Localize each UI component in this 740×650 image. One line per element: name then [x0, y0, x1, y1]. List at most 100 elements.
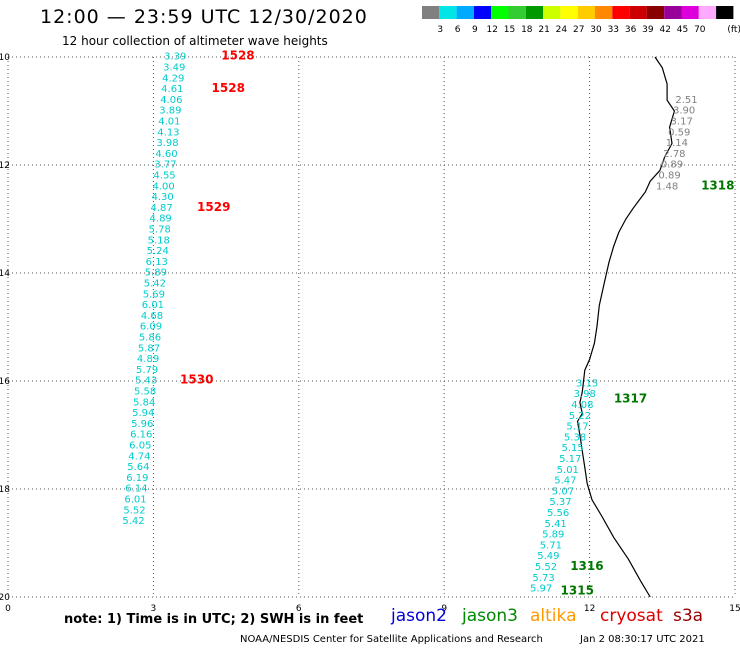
legend-tick-label: 42: [659, 25, 670, 35]
swh-value-label: 3.17: [671, 117, 693, 128]
swh-value-label: 1.48: [656, 181, 678, 192]
satellite-altika: altika: [530, 606, 577, 626]
swh-value-label: 5.58: [134, 387, 156, 398]
y-tick-label: -20: [0, 593, 10, 603]
swh-value-label: 4.30: [151, 192, 173, 203]
legend-tick-label: 27: [573, 25, 584, 35]
legend-tick-label: 12: [486, 25, 497, 35]
swh-value-label: 5.01: [557, 465, 579, 476]
x-tick-label: 6: [296, 604, 302, 614]
map-title: 12:00 — 23:59 UTC 12/30/2020: [40, 6, 368, 28]
legend-tick-label: 36: [625, 25, 637, 35]
legend-tick-label: 15: [504, 25, 515, 35]
swh-value-label: 6.14: [125, 484, 147, 495]
satellite-s3a: s3a: [673, 606, 704, 626]
x-tick-label: 15: [729, 604, 740, 614]
legend-tick-label: 24: [556, 25, 568, 35]
color-legend: 3 6 9 12 15 18 21 24 27 30 33 36 39 42 45 70 (ft): [422, 6, 740, 35]
legend-tick-label: 33: [608, 25, 619, 35]
swh-value-label: 3.15: [576, 378, 598, 389]
swh-value-label: 0.59: [668, 127, 690, 138]
legend-swatch: [629, 6, 647, 19]
swh-value-label: 0.89: [661, 160, 683, 171]
swh-value-label: 6.01: [124, 495, 146, 506]
swh-value-label: 4.89: [137, 354, 159, 365]
swh-value-label: 5.37: [549, 497, 571, 508]
swh-value-label: 2.51: [675, 95, 697, 106]
pass-time-label: 1318: [701, 178, 734, 192]
legend-swatch: [439, 6, 457, 19]
swh-value-label: 5.52: [123, 505, 145, 516]
swh-value-label: 4.87: [151, 203, 173, 214]
swh-value-label: 4.55: [153, 171, 175, 182]
legend-swatch: [491, 6, 509, 19]
swh-value-label: 4.60: [155, 149, 177, 160]
swh-value-label: 5.86: [139, 333, 161, 344]
legend-tick-label: 39: [642, 25, 654, 35]
pass-time-label: 1528: [212, 81, 245, 95]
legend-swatch: [664, 6, 682, 19]
legend-tick-label: 3: [437, 25, 443, 35]
legend-swatch: [560, 6, 578, 19]
swh-value-label: 5.47: [554, 476, 576, 487]
legend-tick-label: 21: [538, 25, 549, 35]
y-tick-label: -18: [0, 485, 10, 495]
x-tick-label: 12: [584, 604, 595, 614]
swh-value-label: 5.42: [144, 279, 166, 290]
swh-value-label: 5.73: [532, 573, 554, 584]
swh-value-label: 5.79: [136, 365, 158, 376]
y-tick-label: -12: [0, 161, 10, 171]
swh-value-label: 5.89: [542, 530, 564, 541]
legend-swatch: [543, 6, 561, 19]
swh-value-label: 5.69: [143, 289, 165, 300]
wave-height-map: 03691215-10-12-14-16-18-203.393.494.294.…: [0, 49, 740, 614]
pass-time-label: 1528: [221, 49, 254, 63]
swh-value-label: 3.39: [164, 52, 186, 63]
swh-value-label: 3.89: [159, 106, 181, 117]
swh-value-label: 0.89: [658, 171, 680, 182]
y-tick-label: -16: [0, 377, 10, 387]
swh-value-label: 3.77: [154, 160, 176, 171]
swh-value-label: 3.49: [163, 63, 185, 74]
legend-swatch: [595, 6, 613, 19]
map-subtitle: 12 hour collection of altimeter wave hei…: [62, 34, 328, 48]
legend-tick-label: 30: [590, 25, 602, 35]
swh-value-label: 2.78: [663, 149, 685, 160]
swh-value-label: 5.52: [535, 562, 557, 573]
pass-time-label: 1317: [614, 392, 647, 406]
swh-value-label: 5.84: [133, 397, 155, 408]
legend-unit-label: (ft): [727, 25, 740, 35]
legend-swatch: [473, 6, 492, 19]
swh-value-label: 5.78: [149, 225, 171, 236]
swh-value-label: 5.07: [552, 486, 574, 497]
pass-time-label: 1315: [561, 583, 594, 597]
legend-swatch: [681, 6, 699, 19]
swh-value-label: 6.19: [126, 473, 148, 484]
swh-value-label: 5.24: [147, 246, 169, 257]
legend-swatch: [612, 6, 630, 19]
swh-value-label: 4.29: [162, 73, 184, 84]
pass-time-label: 1529: [197, 200, 230, 214]
legend-swatch: [456, 6, 474, 19]
footer-note: note: 1) Time is in UTC; 2) SWH is in fe…: [64, 612, 364, 627]
swh-value-label: 5.64: [127, 462, 149, 473]
legend-tick-label: 70: [694, 25, 706, 35]
legend-tick-label: 45: [677, 25, 688, 35]
swh-value-label: 6.13: [146, 257, 168, 268]
swh-value-label: 4.06: [160, 95, 182, 106]
swh-value-label: 5.41: [545, 519, 567, 530]
swh-value-label: 3.90: [673, 106, 695, 117]
swh-value-label: 6.05: [129, 441, 151, 452]
legend-tick-label: 6: [455, 25, 461, 35]
swh-value-label: 4.13: [157, 127, 179, 138]
legend-swatch: [577, 6, 595, 19]
swh-value-label: 1.14: [666, 138, 688, 149]
generation-timestamp: Jan 2 08:30:17 UTC 2021: [580, 634, 705, 645]
swh-value-label: 5.15: [562, 443, 584, 454]
swh-value-label: 5.71: [540, 540, 562, 551]
swh-value-label: 6.16: [130, 430, 152, 441]
swh-value-label: 5.38: [564, 432, 586, 443]
swh-value-label: 5.43: [135, 376, 157, 387]
legend-swatch: [698, 6, 717, 19]
x-tick-label: 3: [151, 604, 157, 614]
